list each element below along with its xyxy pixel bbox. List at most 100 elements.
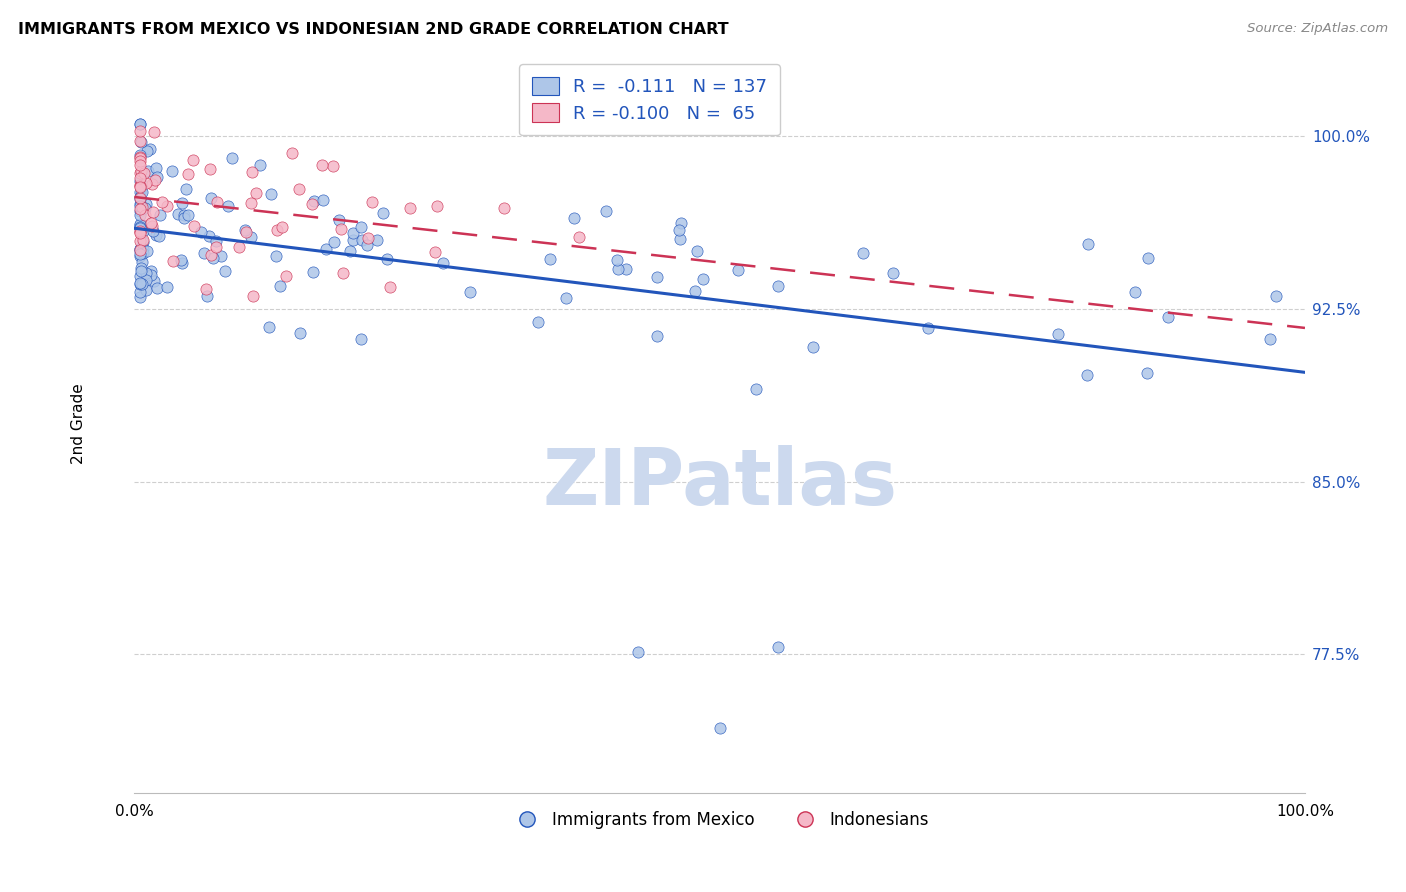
Point — [627, 645, 650, 659]
Point — [266, 223, 288, 237]
Point — [134, 208, 156, 222]
Point — [200, 191, 222, 205]
Point — [302, 265, 325, 279]
Point — [173, 208, 195, 222]
Point — [129, 220, 152, 235]
Point — [129, 226, 152, 240]
Point — [129, 242, 152, 256]
Point — [129, 285, 152, 299]
Point — [129, 171, 152, 186]
Point — [149, 208, 172, 222]
Point — [139, 142, 162, 156]
Point — [129, 117, 152, 131]
Point — [271, 219, 294, 234]
Point — [198, 161, 221, 176]
Point — [129, 192, 152, 206]
Point — [214, 264, 236, 278]
Point — [129, 148, 152, 162]
Point — [131, 200, 153, 214]
Point — [162, 254, 184, 268]
Point — [221, 151, 243, 165]
Point — [323, 235, 346, 249]
Point — [177, 167, 200, 181]
Point — [554, 291, 576, 305]
Point — [209, 248, 232, 262]
Point — [240, 230, 263, 244]
Point — [205, 240, 228, 254]
Point — [132, 233, 155, 247]
Point — [200, 248, 222, 262]
Point — [193, 246, 215, 260]
Point — [135, 283, 157, 297]
Point — [135, 266, 157, 280]
Point — [129, 166, 152, 180]
Point — [606, 262, 628, 277]
Point — [183, 153, 205, 168]
Point — [142, 274, 165, 288]
Point — [146, 280, 169, 294]
Point — [399, 201, 422, 215]
Point — [686, 244, 709, 258]
Point — [645, 269, 668, 284]
Point — [595, 203, 617, 218]
Point — [129, 261, 152, 276]
Point — [190, 225, 212, 239]
Legend: Immigrants from Mexico, Indonesians: Immigrants from Mexico, Indonesians — [503, 805, 936, 836]
Point — [492, 202, 515, 216]
Point — [129, 221, 152, 235]
Point — [766, 278, 789, 293]
Point — [301, 197, 323, 211]
Point — [311, 158, 333, 172]
Point — [526, 315, 548, 329]
Text: IMMIGRANTS FROM MEXICO VS INDONESIAN 2ND GRADE CORRELATION CHART: IMMIGRANTS FROM MEXICO VS INDONESIAN 2ND… — [18, 22, 728, 37]
Point — [671, 216, 693, 230]
Point — [145, 169, 167, 184]
Point — [330, 222, 353, 236]
Point — [129, 226, 152, 240]
Point — [538, 252, 561, 266]
Point — [378, 280, 401, 294]
Point — [260, 186, 283, 201]
Point — [562, 211, 585, 225]
Point — [129, 135, 152, 149]
Point — [1076, 368, 1098, 382]
Point — [167, 206, 190, 220]
Point — [145, 227, 167, 242]
Point — [350, 332, 373, 346]
Point — [155, 199, 177, 213]
Point — [135, 273, 157, 287]
Point — [315, 242, 337, 256]
Point — [240, 165, 263, 179]
Point — [150, 195, 173, 210]
Point — [129, 164, 152, 178]
Point — [129, 290, 152, 304]
Point — [852, 245, 875, 260]
Point — [1047, 327, 1070, 342]
Point — [207, 195, 229, 210]
Text: Source: ZipAtlas.com: Source: ZipAtlas.com — [1247, 22, 1388, 36]
Point — [145, 161, 167, 175]
Point — [131, 243, 153, 257]
Point — [1258, 332, 1281, 346]
Point — [129, 204, 152, 219]
Point — [202, 251, 225, 265]
Point — [141, 215, 163, 229]
Point — [366, 233, 388, 247]
Point — [173, 211, 195, 226]
Point — [129, 244, 152, 258]
Point — [129, 158, 152, 172]
Point — [312, 193, 335, 207]
Point — [129, 247, 152, 261]
Point — [235, 225, 257, 239]
Point — [129, 224, 152, 238]
Point — [228, 240, 250, 254]
Point — [129, 268, 152, 283]
Point — [1157, 310, 1180, 325]
Point — [135, 144, 157, 158]
Point — [332, 266, 354, 280]
Point — [709, 721, 731, 735]
Point — [269, 278, 291, 293]
Point — [129, 178, 152, 193]
Point — [377, 252, 399, 266]
Point — [129, 174, 152, 188]
